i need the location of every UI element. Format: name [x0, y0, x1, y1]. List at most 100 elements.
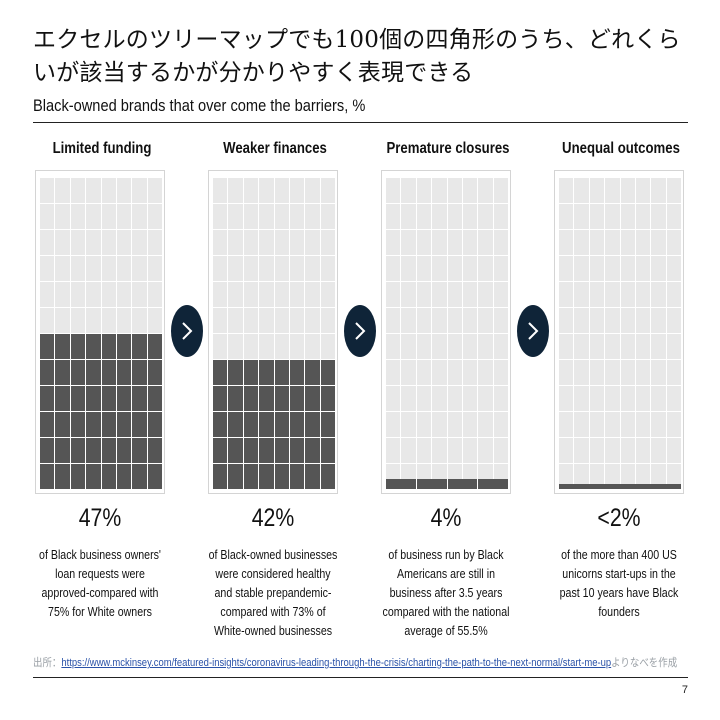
treemap-cell [589, 438, 605, 463]
treemap-cell [213, 412, 228, 437]
source-suffix: よりなべを作成 [611, 657, 678, 669]
treemap-cell [401, 334, 416, 359]
treemap-cell [116, 464, 132, 489]
treemap-cell [305, 386, 320, 411]
treemap-cell [559, 230, 574, 255]
treemap-cell [116, 438, 132, 463]
treemap-cell [305, 464, 320, 489]
treemap-cell [305, 308, 320, 333]
treemap-cell [462, 178, 478, 203]
treemap-cell [605, 308, 620, 333]
treemap-cell [401, 178, 416, 203]
slide-subtitle: Black-owned brands that over come the ba… [33, 96, 366, 115]
treemap-cell [86, 464, 101, 489]
treemap-cell [589, 360, 605, 385]
treemap-cell [40, 438, 55, 463]
treemap-cell [401, 386, 416, 411]
panel-heading: Unequal outcomes [562, 140, 680, 157]
treemap-cell [651, 334, 666, 359]
treemap-cell [86, 204, 101, 229]
treemap-cell [635, 204, 651, 229]
treemap-cell [274, 438, 289, 463]
treemap-cell [55, 334, 70, 359]
treemap-cell [447, 256, 462, 281]
treemap-cell [243, 230, 259, 255]
page-number: 7 [681, 684, 688, 696]
treemap-cell [559, 178, 574, 203]
treemap-cell [101, 308, 116, 333]
treemap-cell [462, 412, 478, 437]
treemap-cell [305, 204, 320, 229]
treemap-cell [666, 230, 681, 255]
treemap-cell [447, 204, 462, 229]
treemap-cell [478, 178, 493, 203]
treemap-cell [70, 178, 86, 203]
treemap-cell [478, 438, 493, 463]
treemap-cell [432, 178, 447, 203]
treemap-cell [478, 386, 493, 411]
treemap-cell [70, 230, 86, 255]
treemap-cell [651, 230, 666, 255]
panel-value: 4% [430, 504, 462, 532]
treemap-cell [132, 334, 147, 359]
treemap-cell [386, 386, 401, 411]
treemap-cell [116, 334, 132, 359]
treemap-cell [589, 464, 605, 489]
treemap-cell [574, 334, 589, 359]
panel-description: of Black-owned businesses were considere… [208, 548, 338, 638]
treemap-cell [401, 256, 416, 281]
treemap-cell [243, 178, 259, 203]
treemap-cell [620, 282, 635, 307]
treemap-cell [259, 360, 274, 385]
treemap-cell [101, 360, 116, 385]
treemap-cell [401, 230, 416, 255]
treemap-cell [559, 334, 574, 359]
treemap-cell [320, 256, 335, 281]
treemap-cell [274, 282, 289, 307]
treemap-cell [274, 256, 289, 281]
treemap-cell [274, 178, 289, 203]
treemap-cell [320, 438, 335, 463]
source-link[interactable]: https://www.mckinsey.com/featured-insigh… [61, 657, 612, 669]
treemap-cell [228, 334, 243, 359]
treemap-cell [386, 308, 401, 333]
treemap-cell [116, 412, 132, 437]
treemap-cell [493, 178, 508, 203]
treemap-cell [289, 360, 305, 385]
treemap-cell [320, 308, 335, 333]
treemap-cell [478, 334, 493, 359]
treemap-cell [289, 178, 305, 203]
treemap-filled-cell [416, 479, 447, 489]
treemap-cell [635, 230, 651, 255]
treemap-cell [432, 386, 447, 411]
treemap-cell [589, 178, 605, 203]
treemap-cell [40, 464, 55, 489]
treemap-cell [651, 256, 666, 281]
treemap-cell [462, 308, 478, 333]
treemap-cell [386, 412, 401, 437]
top-divider [33, 122, 688, 123]
treemap-cell [40, 256, 55, 281]
treemap-cell [620, 386, 635, 411]
treemap-cell [116, 256, 132, 281]
treemap-cell [289, 204, 305, 229]
treemap-cell [243, 464, 259, 489]
treemap-cell [101, 256, 116, 281]
treemap-cell [605, 464, 620, 489]
treemap-cell [70, 386, 86, 411]
treemap-cell [320, 360, 335, 385]
treemap-cell [416, 256, 432, 281]
treemap-cell [40, 308, 55, 333]
treemap-cell [213, 334, 228, 359]
treemap-cell [447, 412, 462, 437]
panel-value: 47% [78, 504, 122, 532]
treemap-cell [386, 230, 401, 255]
treemap-cell [86, 230, 101, 255]
treemap-cell [259, 412, 274, 437]
treemap-cell [401, 308, 416, 333]
treemap-cell [447, 438, 462, 463]
treemap-cell [70, 282, 86, 307]
treemap-cell [320, 204, 335, 229]
treemap-cell [289, 282, 305, 307]
treemap-cell [116, 282, 132, 307]
